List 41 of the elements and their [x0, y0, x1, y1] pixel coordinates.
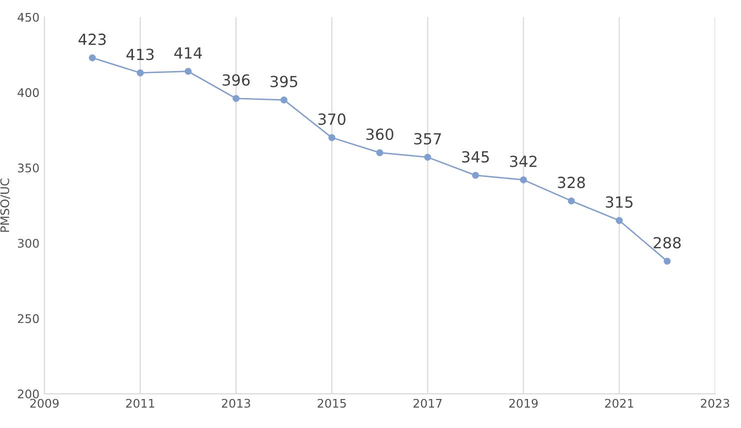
x-tick-label: 2021: [605, 398, 634, 408]
y-tick-label: 450: [18, 12, 39, 22]
point: [280, 96, 288, 104]
data-label: 396: [222, 74, 250, 86]
data-label: 423: [78, 34, 106, 46]
point: [184, 68, 192, 75]
data-label: 370: [318, 113, 346, 125]
data-label: 357: [414, 132, 441, 145]
data-label: 315: [606, 196, 633, 208]
data-label: 328: [558, 176, 585, 188]
data-label: 413: [126, 48, 154, 60]
point: [616, 217, 623, 224]
point: [520, 176, 527, 184]
point: [232, 95, 240, 102]
data-label: 395: [270, 76, 298, 88]
y-tick-label: 250: [18, 314, 39, 324]
data-label: 342: [510, 156, 537, 168]
x-tick-label: 2009: [30, 398, 59, 408]
point: [88, 54, 96, 62]
x-tick-label: 2011: [126, 398, 154, 408]
x-tick-label: 2019: [509, 398, 538, 408]
x-tick-label: 2015: [318, 398, 346, 408]
point: [136, 69, 144, 76]
x-tick-label: 2013: [222, 398, 250, 408]
point: [664, 258, 671, 265]
data-label: 288: [654, 236, 681, 248]
x-tick-label: 2023: [700, 398, 730, 408]
data-label: 345: [462, 151, 489, 163]
point: [568, 197, 575, 204]
y-axis-title: PMSO/UC: [0, 178, 10, 232]
y-tick-label: 350: [18, 164, 39, 172]
data-label: 360: [366, 128, 394, 140]
data-label: 414: [174, 47, 202, 58]
y-tick-label: 400: [18, 88, 39, 98]
point: [376, 149, 384, 156]
y-tick-label: 300: [18, 238, 39, 248]
y-tick-label: 200: [18, 389, 39, 398]
point: [472, 172, 480, 179]
point: [424, 154, 432, 161]
x-tick-label: 2017: [414, 398, 442, 408]
point: [328, 134, 336, 142]
